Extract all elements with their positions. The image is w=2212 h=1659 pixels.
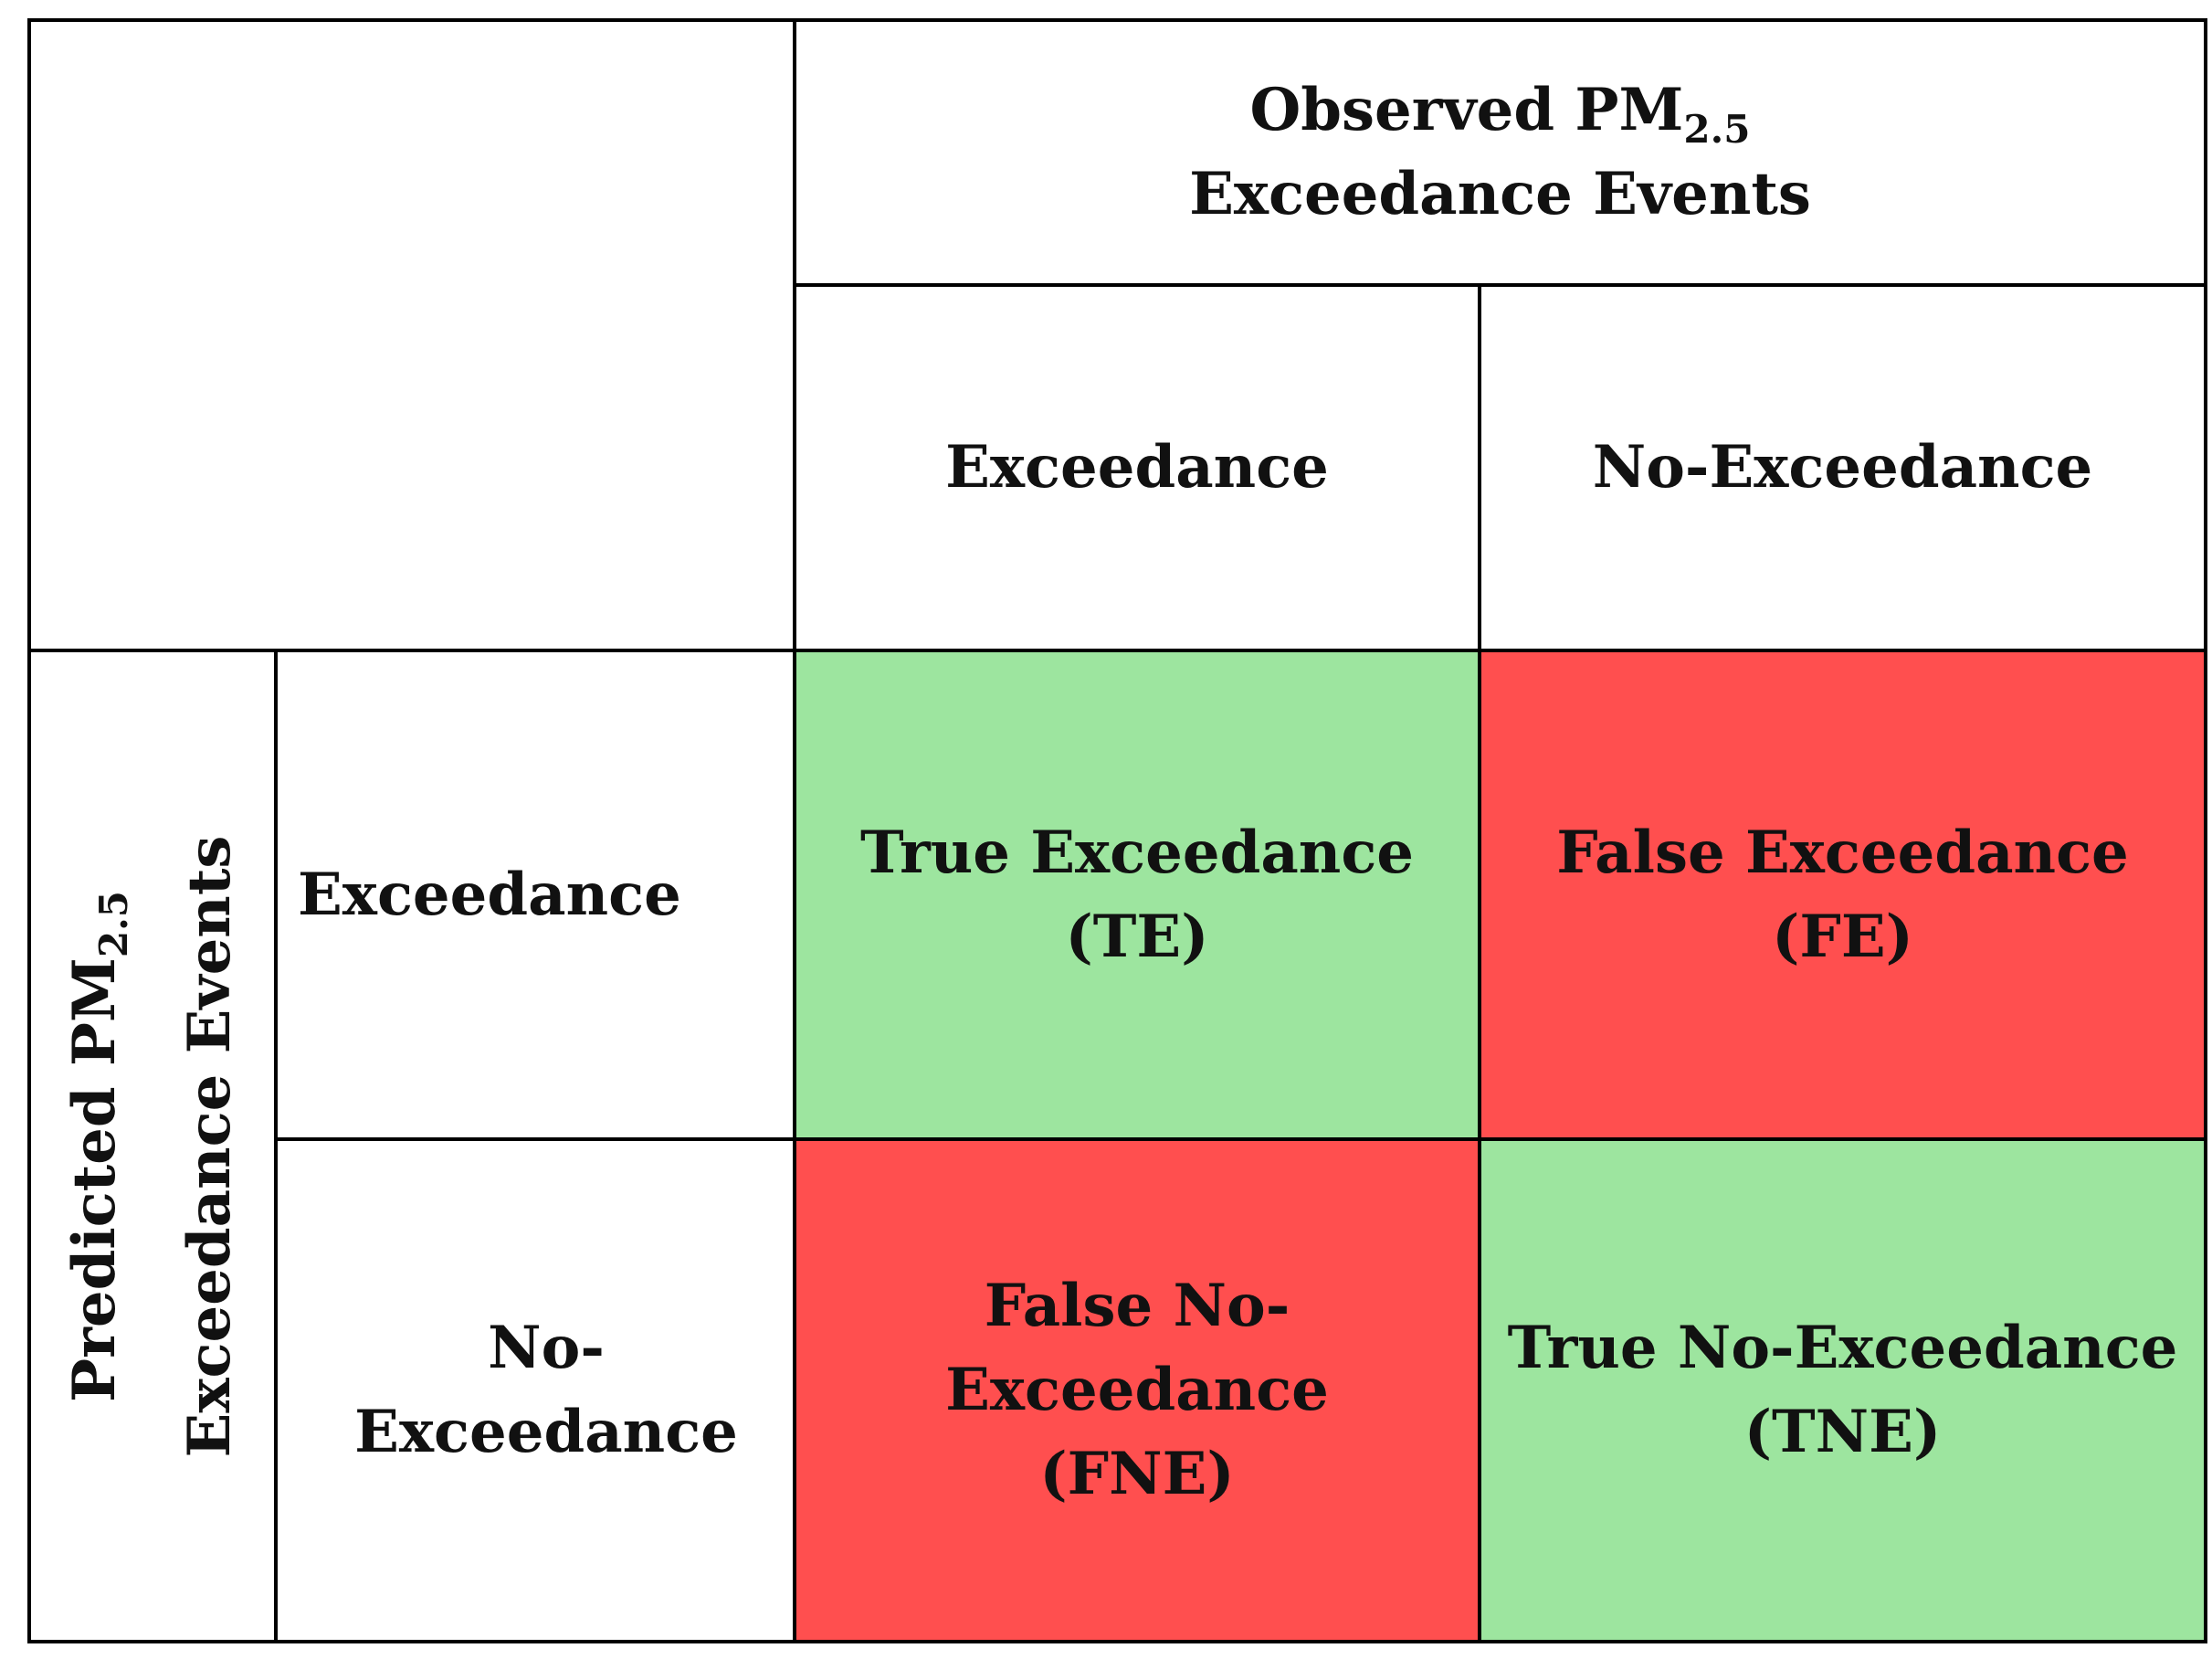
row-header-no-exceedance: No-Exceedance [354,1314,738,1466]
true-no-exceedance-abbr: (TNE) [1743,1398,1942,1466]
column-header-no-exceedance: No-Exceedance [1592,433,2093,502]
false-exceedance-label: False Exceedance [1556,818,2129,887]
true-no-exceedance-cell: True No-Exceedance (TNE) [1480,1139,2206,1642]
side-label-divider-line [274,650,278,1642]
true-exceedance-cell: True Exceedance (TE) [795,650,1480,1139]
true-no-exceedance-label: True No-Exceedance [1507,1314,2178,1382]
outer-border-top [29,18,2207,22]
observed-header: Observed PM2.5 Exceedance Events [795,20,2206,285]
false-no-exceedance-cell: False No-Exceedance (FNE) [795,1139,1480,1642]
outer-border-bottom [29,1640,2207,1643]
predicted-label-prefix: Predicted PM [60,956,129,1402]
observed-header-subscript: 2.5 [1683,107,1751,152]
outer-border-left [27,18,31,1643]
predicted-side-label: Predicted PM2.5 Exceedance Events [29,650,276,1642]
predicted-label-line2: Exceedance Events [175,835,244,1457]
observed-header-line2: Exceedance Events [1189,160,1811,228]
observed-header-prefix: Observed PM [1249,76,1684,144]
outer-border-right [2204,18,2207,1643]
row-header-exceedance: Exceedance [298,860,681,929]
true-exceedance-label: True Exceedance [860,818,1414,887]
row-header-divider-line [793,20,796,1642]
header-bottom-line [29,649,2207,652]
false-no-exceedance-label: False No-Exceedance [945,1272,1329,1424]
true-exceedance-abbr: (TE) [1065,902,1209,971]
predicted-label-line1: Predicted PM2.5 [37,650,153,1642]
false-no-exceedance-abbr: (FNE) [1039,1440,1235,1508]
row-divider-line [274,1137,2206,1141]
column-header-exceedance: Exceedance [945,433,1329,502]
false-exceedance-abbr: (FE) [1772,902,1913,971]
false-exceedance-cell: False Exceedance (FE) [1480,650,2206,1139]
observed-header-line1: Observed PM2.5 [1189,69,1811,153]
header-divider-line [795,283,2206,287]
predicted-label-subscript: 2.5 [91,890,136,957]
column-divider-line [1478,285,1481,1642]
